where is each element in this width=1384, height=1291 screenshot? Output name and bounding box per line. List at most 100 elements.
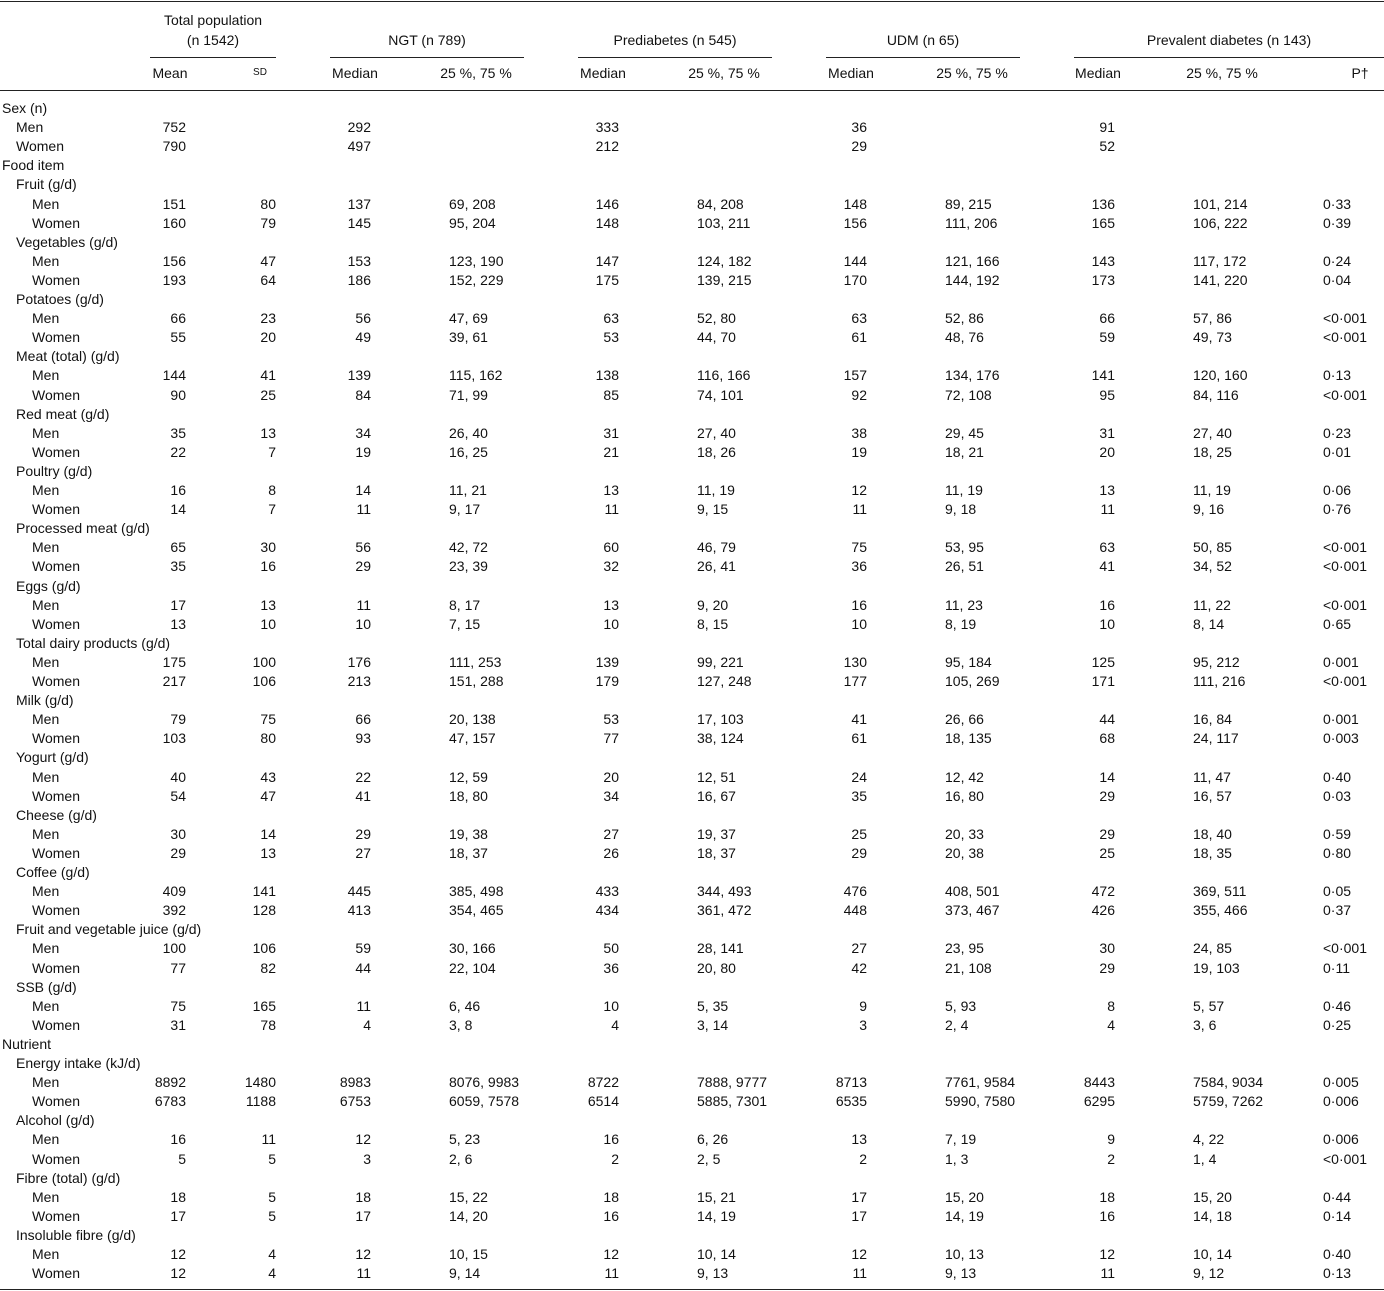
- cell: 106, 222: [1193, 214, 1248, 231]
- column-header: Mean: [152, 65, 188, 81]
- cell: 16, 80: [945, 787, 984, 804]
- row-label: Women: [32, 501, 80, 518]
- cell: 29: [170, 844, 186, 861]
- cell: 13: [603, 596, 619, 613]
- cell: 11, 47: [1193, 768, 1231, 785]
- cell: 41: [355, 787, 371, 804]
- cell: 14, 19: [697, 1207, 736, 1224]
- cell: 2: [1107, 1150, 1115, 1167]
- row-label: Women: [32, 959, 80, 976]
- cell: 75: [851, 539, 867, 556]
- cell: 141: [1091, 367, 1115, 384]
- group-label: Eggs (g/d): [16, 577, 81, 594]
- column-header: SD: [253, 67, 267, 78]
- cell: 53: [603, 711, 619, 728]
- cell: 18, 35: [1193, 844, 1232, 861]
- group-label: Processed meat (g/d): [16, 520, 150, 537]
- cell: 56: [355, 539, 371, 556]
- cell: 50: [603, 940, 619, 957]
- group-label: Insoluble fibre (g/d): [16, 1226, 136, 1243]
- cell: 69, 208: [449, 195, 496, 212]
- cell: 156: [162, 252, 186, 269]
- cell: 445: [347, 883, 371, 900]
- cell: 20, 38: [945, 844, 984, 861]
- cell: 8076, 9983: [449, 1074, 520, 1091]
- cell: 752: [162, 119, 186, 136]
- cell: 8443: [1083, 1074, 1115, 1091]
- row-label: Men: [32, 482, 60, 498]
- cell: 23: [260, 310, 276, 327]
- cell: 41: [851, 711, 867, 728]
- cell: 5: [268, 1150, 276, 1167]
- cell: 0·003: [1323, 730, 1359, 747]
- cell: 95, 204: [449, 214, 496, 231]
- top-rule: [0, 1, 1384, 2]
- cell: 30, 166: [449, 940, 496, 957]
- cell: 79: [170, 711, 186, 728]
- cell: 212: [595, 138, 619, 155]
- cell: 0·005: [1323, 1074, 1359, 1091]
- cell: <0·001: [1323, 386, 1367, 403]
- cell: 1, 4: [1193, 1150, 1217, 1167]
- column-header: Median: [332, 65, 378, 81]
- cell: 18: [603, 1188, 619, 1205]
- cell: 13: [851, 1131, 867, 1148]
- cell: 5, 93: [945, 997, 977, 1014]
- cell: 177: [843, 673, 867, 689]
- cell: 14: [1099, 768, 1115, 785]
- group-header: NGT (n 789): [388, 32, 466, 48]
- row-label: Women: [32, 730, 80, 747]
- cell: 36: [603, 959, 619, 976]
- cell: 99, 221: [697, 653, 744, 670]
- cell: 17: [851, 1188, 867, 1205]
- cell: 426: [1091, 902, 1115, 919]
- cell: 153: [347, 252, 371, 269]
- cell: 9: [859, 997, 867, 1014]
- cell: 80: [260, 195, 276, 212]
- row-label: Women: [32, 902, 80, 919]
- cell: 355, 466: [1193, 902, 1248, 919]
- cell: 8, 19: [945, 615, 977, 632]
- cell: 68: [1099, 730, 1115, 747]
- cell: 0·006: [1323, 1093, 1359, 1110]
- group-label: Potatoes (g/d): [16, 291, 104, 307]
- cell: 10: [603, 615, 619, 632]
- row-label: Men: [32, 310, 60, 327]
- group-label: Fruit and vegetable juice (g/d): [16, 921, 202, 938]
- cell: 80: [260, 730, 276, 747]
- cell: 4: [363, 1016, 371, 1033]
- cell: 13: [1099, 482, 1115, 498]
- cell: 89, 215: [945, 195, 992, 212]
- cell: 0·40: [1323, 768, 1352, 785]
- cell: 65: [170, 539, 186, 556]
- cell: 5, 35: [697, 997, 729, 1014]
- cell: 18, 25: [1193, 443, 1232, 460]
- row-label: Women: [32, 1016, 80, 1033]
- header-rule: [0, 90, 1384, 91]
- cell: 11: [356, 501, 371, 518]
- cell: 29: [355, 558, 371, 575]
- cell: 12: [1099, 1246, 1115, 1262]
- cell: 6295: [1083, 1093, 1115, 1110]
- cell: 11, 21: [449, 482, 487, 498]
- cell: 18, 37: [449, 844, 488, 861]
- cell: 17: [355, 1207, 371, 1224]
- cell: 148: [595, 214, 619, 231]
- cell: 9, 15: [697, 501, 729, 518]
- cell: 17, 103: [697, 711, 744, 728]
- cell: 6059, 7578: [449, 1093, 520, 1110]
- cell: 144: [162, 367, 186, 384]
- cell: 138: [595, 367, 619, 384]
- cell: 100: [162, 940, 186, 957]
- cell: 18, 21: [945, 443, 984, 460]
- cell: 47, 157: [449, 730, 496, 747]
- cell: 7761, 9584: [945, 1074, 1016, 1091]
- group-header: Prevalent diabetes (n 143): [1146, 32, 1312, 48]
- cell: 7584, 9034: [1193, 1074, 1264, 1091]
- row-label: Women: [32, 844, 80, 861]
- cell: 27: [603, 825, 619, 842]
- cell: 15, 20: [945, 1188, 984, 1205]
- cell: 0·001: [1323, 711, 1359, 728]
- cell: 144: [843, 252, 867, 269]
